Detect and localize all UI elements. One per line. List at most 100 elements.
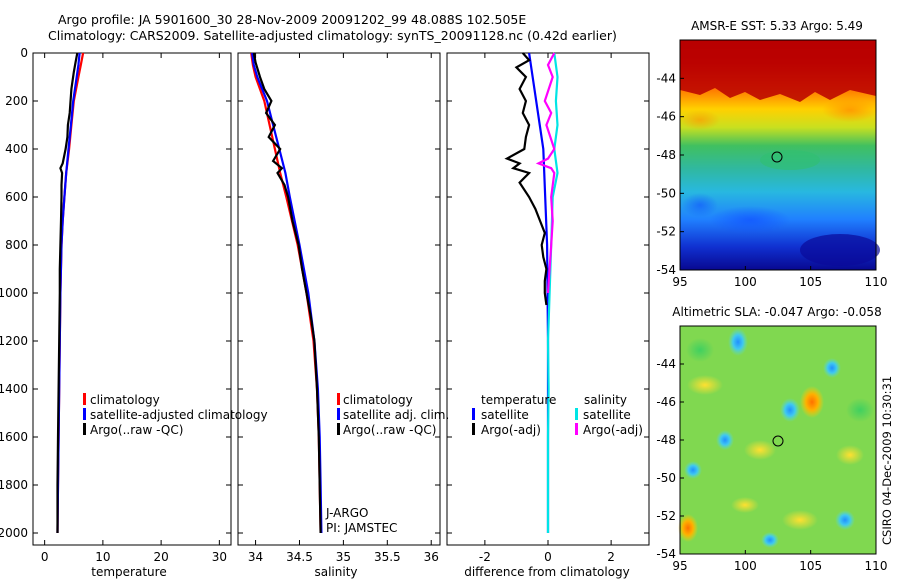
temperature-legend: climatology satellite-adjusted climatolo… xyxy=(83,393,268,437)
x-tick-label: 20 xyxy=(153,550,168,564)
sst-warm-patch xyxy=(680,110,720,130)
x-tick-label: 2 xyxy=(607,550,615,564)
salinity-plot-frame xyxy=(237,52,441,546)
legend-label-temp-argo: Argo(-adj) xyxy=(481,423,541,437)
sla-low-blob xyxy=(823,358,841,378)
series-line-argo-raw-qc- xyxy=(252,52,322,534)
sla-high-blob xyxy=(782,510,818,530)
difference-series xyxy=(504,52,559,533)
legend-swatch-sal-argo xyxy=(575,423,578,435)
series-line-temperature-argo-adj- xyxy=(504,52,548,306)
sla-map-title: Altimetric SLA: -0.047 Argo: -0.058 xyxy=(672,305,881,319)
y-tick-label: 400 xyxy=(5,142,28,156)
y-tick-label: 1800 xyxy=(0,478,28,492)
salinity-xlabel: salinity xyxy=(314,565,357,579)
legend-swatch-satellite xyxy=(83,408,86,420)
temperature-panel: 0 10 20 30 0 200 400 600 800 1000 1200 1400 1600 1800… xyxy=(0,46,232,564)
sla-low-blob xyxy=(716,430,734,450)
sla-heatmap-texture xyxy=(678,328,874,548)
figure-title-line2: Climatology: CARS2009. Satellite-adjuste… xyxy=(48,28,617,43)
y-tick-label: 1000 xyxy=(0,286,28,300)
sla-green-blob xyxy=(846,398,874,422)
map-x-tick-label: 100 xyxy=(734,275,757,289)
map-y-tick-label: -44 xyxy=(656,357,676,371)
sla-low-blob xyxy=(835,510,855,530)
legend-swatch-climatology xyxy=(337,393,340,405)
x-tick-label: 0 xyxy=(41,550,49,564)
sst-cold-patch xyxy=(710,206,790,234)
legend-label-satellite: satellite-adjusted climatology xyxy=(90,408,268,422)
x-tick-label: 0 xyxy=(544,550,552,564)
x-tick-label: 35.5 xyxy=(374,550,401,564)
sst-cold-patch xyxy=(800,234,880,266)
map-x-tick-label: 100 xyxy=(734,559,757,573)
timestamp-stamp: CSIRO 04-Dec-2009 10:30:31 xyxy=(880,375,894,545)
legend-label-sal-argo: Argo(-adj) xyxy=(583,423,643,437)
float-pi-label: PI: JAMSTEC xyxy=(326,521,397,535)
y-tick-label: 0 xyxy=(20,46,28,60)
x-tick-label: 10 xyxy=(95,550,110,564)
sst-map-ticks: 95 100 105 110 -44 -46 -48 -50 -52 -54 xyxy=(656,71,887,289)
sla-map-ticks: 95 100 105 110 -44 -46 -48 -50 -52 -54 xyxy=(656,357,887,573)
sst-map: 95 100 105 110 -44 -46 -48 -50 -52 -54 xyxy=(656,39,887,289)
sla-float-marker xyxy=(772,435,784,447)
sla-green-blob xyxy=(686,338,714,362)
salinity-panel: 34 34.5 35 35.5 36 xyxy=(237,52,441,564)
map-x-tick-label: 95 xyxy=(672,559,687,573)
temperature-plot-frame xyxy=(32,52,232,546)
legend-heading-temperature: temperature xyxy=(481,393,556,407)
map-x-tick-label: 105 xyxy=(799,275,822,289)
legend-swatch-temp-satellite xyxy=(472,408,475,420)
y-tick-label: 1200 xyxy=(0,334,28,348)
sst-map-title: AMSR-E SST: 5.33 Argo: 5.49 xyxy=(691,19,863,33)
map-y-tick-label: -54 xyxy=(656,547,676,561)
temperature-series xyxy=(56,52,85,534)
sst-front-warm xyxy=(680,40,876,102)
y-tick-label: 1600 xyxy=(0,430,28,444)
difference-ticks: -2 0 2 xyxy=(447,52,649,564)
sla-low-blob xyxy=(728,328,748,356)
x-tick-label: 34 xyxy=(248,550,263,564)
legend-swatch-argo xyxy=(337,423,340,435)
sst-heatmap-texture xyxy=(680,40,880,266)
y-tick-label: 1400 xyxy=(0,382,28,396)
legend-label-climatology: climatology xyxy=(343,393,413,407)
legend-swatch-temp-argo xyxy=(472,423,475,435)
temperature-xlabel: temperature xyxy=(91,565,166,579)
sst-float-marker xyxy=(771,151,783,163)
sla-low-blob xyxy=(761,532,779,548)
map-y-tick-label: -48 xyxy=(656,148,676,162)
y-tick-label: 600 xyxy=(5,190,28,204)
map-x-tick-label: 110 xyxy=(865,275,888,289)
sla-high-blob xyxy=(744,440,776,460)
map-y-tick-label: -50 xyxy=(656,186,676,200)
temperature-ticks: 0 10 20 30 0 200 400 600 800 1000 1200 1400 1600 1800… xyxy=(0,46,231,564)
map-y-tick-label: -52 xyxy=(656,225,676,239)
legend-label-argo: Argo(..raw -QC) xyxy=(90,423,183,437)
legend-label-climatology: climatology xyxy=(90,393,160,407)
difference-xlabel: difference from climatology xyxy=(464,565,630,579)
sla-high-blob xyxy=(687,375,723,395)
sla-high-blob xyxy=(800,386,824,418)
salinity-legend: climatology satellite adj. clim. Argo(..… xyxy=(325,393,449,535)
difference-legend: temperature satellite Argo(-adj) salinit… xyxy=(472,393,643,437)
legend-label-satellite: satellite adj. clim. xyxy=(343,408,449,422)
legend-swatch-argo xyxy=(83,423,86,435)
map-y-tick-label: -44 xyxy=(656,71,676,85)
salinity-series xyxy=(250,52,323,534)
y-tick-label: 800 xyxy=(5,238,28,252)
map-y-tick-label: -48 xyxy=(656,433,676,447)
map-x-tick-label: 110 xyxy=(865,559,888,573)
map-y-tick-label: -46 xyxy=(656,110,676,124)
sst-warm-patch xyxy=(822,98,878,122)
sla-map: 95 100 105 110 -44 -46 -48 -50 -52 -54 xyxy=(656,325,887,573)
series-line-argo-raw-qc- xyxy=(56,52,79,533)
legend-swatch-sal-satellite xyxy=(575,408,578,420)
legend-label-argo: Argo(..raw -QC) xyxy=(343,423,436,437)
x-tick-label: 36 xyxy=(424,550,439,564)
map-y-tick-label: -46 xyxy=(656,395,676,409)
difference-panel: -2 0 2 xyxy=(446,52,650,564)
x-tick-label: 30 xyxy=(212,550,227,564)
sst-cold-patch xyxy=(682,193,718,217)
